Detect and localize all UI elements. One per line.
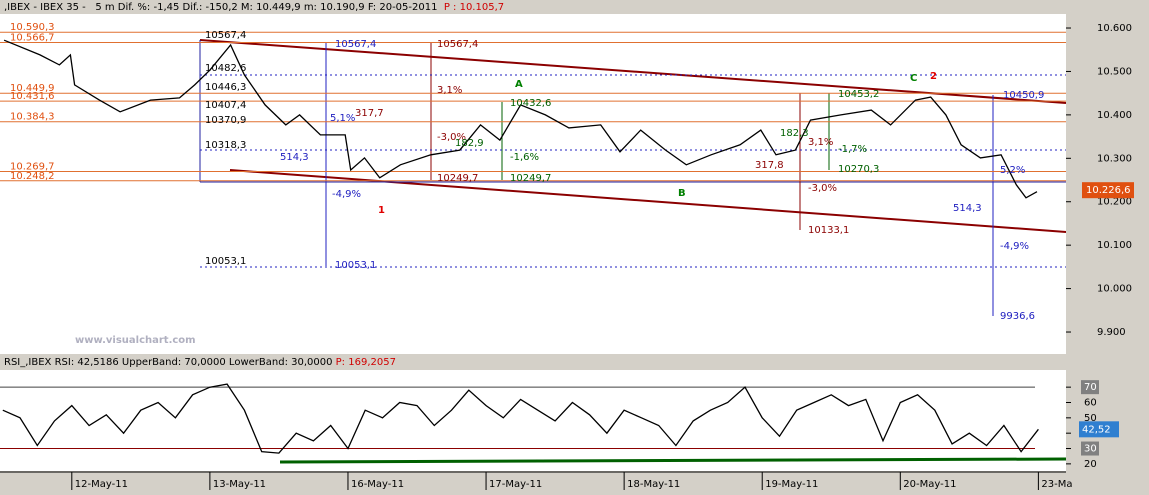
annotation: 182,9: [455, 138, 484, 149]
level-label: 10.431,6: [10, 91, 55, 102]
x-tick-label: 23-Ma: [1041, 479, 1072, 490]
annotation: 10249,7: [510, 173, 551, 184]
y-tick-label: 10.500: [1097, 66, 1132, 77]
rsi-last-box: [1079, 421, 1119, 438]
y-tick-label: 10.000: [1097, 284, 1132, 295]
annotation: 9936,6: [1000, 311, 1035, 322]
band-box: [1081, 441, 1099, 456]
y-tick-label: 60: [1084, 397, 1097, 408]
annotation: 10453,2: [838, 89, 879, 100]
rsi-header: RSI_,IBEX RSI: 42,5186 UpperBand: 70,000…: [4, 357, 396, 368]
x-tick-label: 13-May-11: [213, 479, 266, 490]
x-tick-label: 18-May-11: [627, 479, 680, 490]
last-price-label: 10.226,6: [1086, 185, 1131, 196]
y-tick-label: 30: [1084, 444, 1097, 455]
x-tick-label: 20-May-11: [903, 479, 956, 490]
x-tick-label: 16-May-11: [351, 479, 404, 490]
rsi-price: P: 169,2057: [335, 357, 396, 368]
y-tick-label: 10.600: [1097, 23, 1132, 34]
annotation: B: [678, 188, 686, 199]
annotation: 5,2%: [1000, 165, 1025, 176]
annotation: -1,6%: [510, 152, 539, 163]
x-tick-label: 19-May-11: [765, 479, 818, 490]
level-label: 10.248,2: [10, 171, 55, 182]
level-label: 10.384,3: [10, 112, 55, 123]
price-panel: [0, 14, 1066, 354]
annotation: -3,0%: [808, 183, 837, 194]
rsi-line: [2, 383, 1039, 454]
annotation: 10567,4: [205, 30, 246, 41]
axis-panel: [1066, 14, 1149, 495]
y-tick-label: 10.300: [1097, 153, 1132, 164]
y-tick-label: 70: [1084, 382, 1097, 393]
annotation: A: [515, 79, 523, 90]
y-tick-label: 10.200: [1097, 197, 1132, 208]
rsi-panel: [0, 370, 1066, 471]
annotation: 3,1%: [437, 85, 462, 96]
level-label: 10.269,7: [10, 161, 55, 172]
y-tick-label: 20: [1084, 459, 1097, 470]
watermark: www.visualchart.com: [75, 335, 196, 346]
level-label: 10.566,7: [10, 32, 55, 43]
rsi-trend: [279, 457, 1067, 464]
last-price-box: [1082, 182, 1134, 199]
x-tick-label: 12-May-11: [75, 479, 128, 490]
x-tick-label: 17-May-11: [489, 479, 542, 490]
annotation: 10482,6: [205, 63, 246, 74]
header: ,IBEX - IBEX 35 - 5 m Dif. %: -1,45 Dif.…: [4, 2, 504, 13]
rsi-last-label: 42,52: [1082, 424, 1111, 435]
trend-line: [199, 39, 1067, 104]
y-tick-label: 10.100: [1097, 240, 1132, 251]
level-label: 10.590,3: [10, 22, 55, 33]
rsi-title: RSI_,IBEX RSI: 42,5186 UpperBand: 70,000…: [4, 357, 333, 368]
annotation: 10249,7: [437, 173, 478, 184]
y-tick-label: 10.400: [1097, 110, 1132, 121]
annotation: 10053,1: [205, 256, 246, 267]
annotation: 10270,3: [838, 164, 879, 175]
annotation: -4,9%: [1000, 241, 1029, 252]
annotation: 10567,4: [335, 39, 376, 50]
level-label: 10.449,9: [10, 83, 55, 94]
y-tick-label: 9.900: [1097, 327, 1126, 338]
annotation: 1: [378, 205, 385, 216]
y-tick-label: 50: [1084, 413, 1097, 424]
annotation: 514,3: [280, 152, 309, 163]
band-box: [1081, 380, 1099, 395]
annotation: C: [910, 73, 917, 84]
annotation: -4,9%: [332, 189, 361, 200]
annotation: 10407,4: [205, 100, 246, 111]
annotation: 317,8: [755, 160, 784, 171]
header-title: ,IBEX - IBEX 35 - 5 m Dif. %: -1,45 Dif.…: [4, 2, 438, 13]
annotation: 10432,6: [510, 98, 551, 109]
annotation: 10567,4: [437, 39, 478, 50]
annotation: 514,3: [953, 203, 982, 214]
annotation: 10053,1: [335, 260, 376, 271]
annotation: 10370,9: [205, 115, 246, 126]
annotation: 10318,3: [205, 140, 246, 151]
header-price: P : 10.105,7: [443, 2, 505, 13]
annotation: 2: [930, 71, 937, 82]
annotation: 10446,3: [205, 82, 246, 93]
annotation: 317,7: [355, 108, 384, 119]
annotation: 10450,9: [1003, 90, 1044, 101]
annotation: 182,3: [780, 128, 809, 139]
annotation: 5,1%: [330, 113, 355, 124]
price-line: [3, 39, 1038, 199]
annotation: 3,1%: [808, 137, 833, 148]
annotation: 10133,1: [808, 225, 849, 236]
annotation: -1,7%: [838, 144, 867, 155]
annotation: -3,0%: [437, 132, 466, 143]
